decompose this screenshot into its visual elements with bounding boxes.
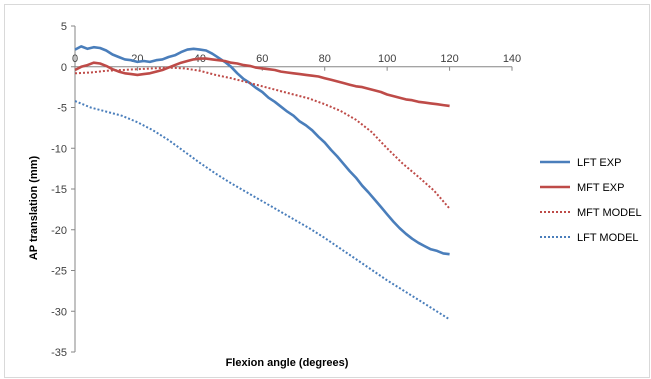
x-tick-label: 100 (378, 53, 396, 65)
y-tick-label: -5 (57, 103, 67, 115)
y-tick-label: -25 (51, 266, 67, 278)
x-tick-labels: 0 20 40 60 80 100 120 140 (72, 53, 521, 65)
x-tick-label: 0 (72, 53, 78, 65)
x-tick-label: 60 (256, 53, 268, 65)
y-tick-label: 5 (61, 21, 67, 33)
y-tick-label: 0 (61, 62, 67, 74)
x-tick-label: 120 (440, 53, 458, 65)
series-line-mft-exp (74, 57, 450, 108)
legend-label: LFT EXP (577, 157, 621, 169)
x-tick-label: 140 (503, 53, 521, 65)
legend-label: MFT EXP (577, 182, 624, 194)
y-tick-label: -10 (51, 143, 67, 155)
series-line-mft-model (74, 66, 451, 210)
y-tick-label: -30 (51, 306, 67, 318)
series-line-lft-exp (74, 45, 450, 256)
series-line-lft-model (74, 100, 451, 321)
y-tick-labels: 5 0 -5 -10 -15 -20 -25 -30 -35 (51, 21, 67, 359)
y-tick-label: -20 (51, 225, 67, 237)
x-tick-label: 80 (319, 53, 331, 65)
y-axis (71, 25, 76, 353)
series-lines (74, 45, 451, 321)
x-axis-title: Flexion angle (degrees) (226, 357, 349, 369)
y-tick-label: -35 (51, 347, 67, 359)
legend: LFT EXP MFT EXP MFT MODEL LFT MODEL (540, 157, 642, 244)
y-axis-title: AP translation (mm) (28, 156, 40, 261)
legend-label: LFT MODEL (577, 232, 639, 244)
legend-label: MFT MODEL (577, 207, 642, 219)
y-tick-label: -15 (51, 184, 67, 196)
